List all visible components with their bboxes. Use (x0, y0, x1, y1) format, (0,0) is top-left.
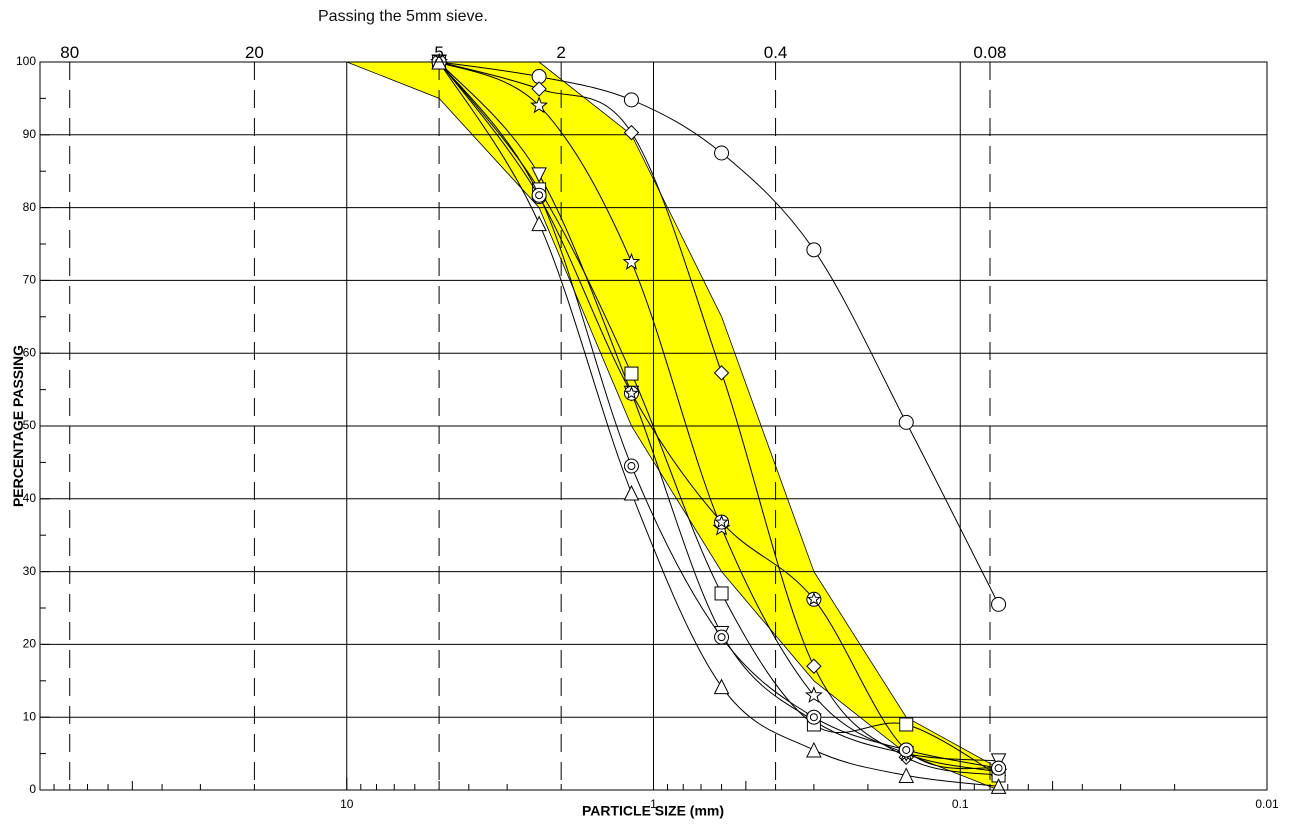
x-tick-label: 0.01 (1255, 797, 1279, 811)
marker-circle-dot (714, 629, 730, 645)
marker-triangle-down (531, 167, 547, 183)
plot-frame (39, 61, 1268, 791)
marker-star (804, 686, 823, 703)
marker-square (899, 717, 914, 732)
marker-circle (623, 92, 639, 108)
y-tick-label: 100 (16, 54, 36, 68)
marker-diamond (531, 81, 547, 97)
marker-triangle (531, 215, 547, 232)
y-tick-label: 90 (23, 127, 37, 141)
y-tick-label: 70 (23, 273, 37, 287)
sieve-size-label: 80 (60, 43, 79, 62)
marker-triangle (806, 741, 822, 758)
marker-circle-star-inner (624, 385, 639, 400)
y-tick-label: 40 (23, 491, 37, 505)
marker-circle-dot-inner (627, 462, 636, 471)
marker-square (714, 586, 729, 601)
y-tick-label: 20 (23, 637, 37, 651)
marker-circle-dot (898, 742, 914, 758)
marker-circle-star-inner (714, 514, 729, 529)
marker-circle-dot (623, 458, 639, 474)
marker-star (530, 96, 549, 114)
marker-diamond (806, 658, 822, 674)
y-tick-label: 80 (23, 200, 37, 214)
series-line (438, 61, 999, 773)
marker-circle (898, 414, 914, 430)
marker-square (624, 366, 639, 381)
marker-circle-dot-inner (994, 764, 1003, 773)
x-tick-label: 0.1 (952, 797, 969, 811)
y-axis-title: PERCENTAGE PASSING (10, 345, 26, 507)
y-tick-label: 30 (23, 564, 37, 578)
marker-triangle (898, 767, 915, 783)
marker-circle-star-inner (806, 591, 821, 606)
marker-star (622, 252, 641, 270)
sieve-size-label: 0.08 (973, 43, 1006, 62)
y-tick-label: 60 (23, 345, 37, 359)
sieve-size-label: 0.4 (764, 43, 788, 62)
x-tick-label: 10 (340, 797, 354, 811)
marker-circle-dot (991, 760, 1007, 776)
axis-labels-layer: 0 10 20 30 40 50 60 70 80 90 100 10 1 0.1 0.01 80 20 5 2 0.… (16, 43, 1279, 811)
marker-triangle (713, 678, 730, 695)
marker-circle (714, 145, 730, 161)
marker-triangle (623, 484, 640, 501)
marker-circle-dot (531, 187, 547, 203)
marker-circle (991, 596, 1007, 612)
sieve-size-label: 20 (245, 43, 264, 62)
y-tick-label: 10 (23, 709, 37, 723)
annotation-text: Passing the 5mm sieve. (318, 8, 488, 25)
sieve-size-label: 5 (434, 43, 443, 62)
marker-diamond (623, 124, 640, 141)
marker-circle-dot-inner (902, 745, 911, 754)
marker-circle-dot-inner (535, 191, 544, 200)
marker-diamond (713, 365, 730, 381)
sieve-size-label: 2 (556, 43, 565, 62)
y-tick-label: 0 (29, 782, 36, 796)
marker-circle-dot (806, 709, 822, 725)
series-layer (430, 52, 1008, 794)
marker-circle-dot-inner (809, 713, 818, 722)
x-axis-title: PARTICLE SIZE (mm) (582, 802, 724, 818)
x-tick-label: 1 (650, 797, 657, 811)
marker-circle (806, 242, 822, 258)
marker-circle-dot-inner (717, 633, 726, 642)
y-tick-label: 50 (23, 418, 37, 432)
